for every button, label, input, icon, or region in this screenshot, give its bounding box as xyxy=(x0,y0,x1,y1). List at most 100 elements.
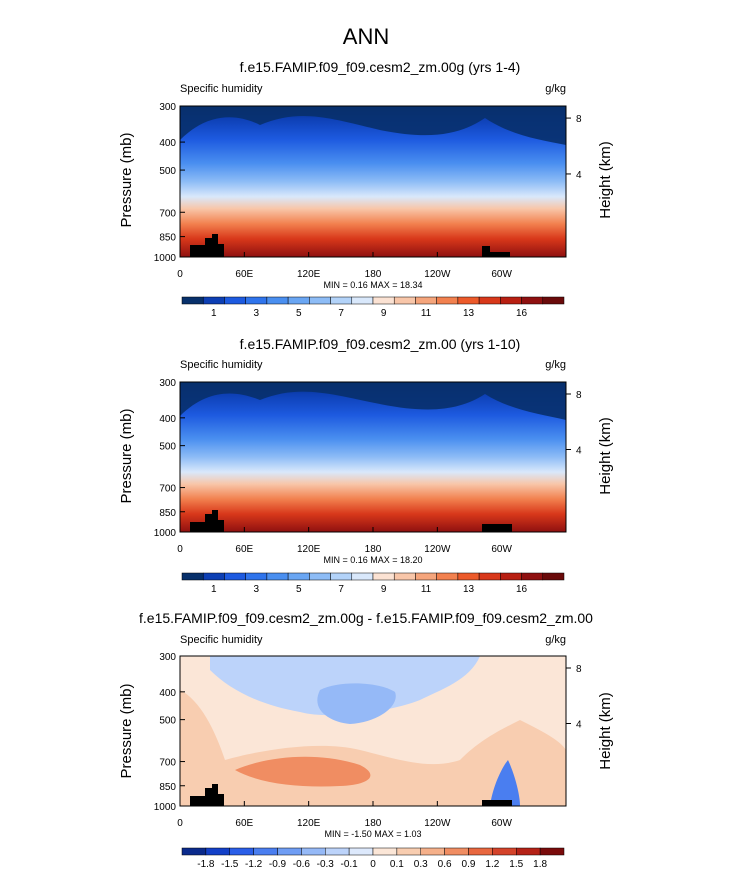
x-tick-label: 120E xyxy=(297,544,321,555)
colorbar-swatch xyxy=(309,572,331,581)
colorbar-swatch xyxy=(205,847,230,856)
field-contour-negative-core xyxy=(317,683,396,724)
colorbar-swatch xyxy=(245,572,268,581)
y-tick-label: 300 xyxy=(159,378,176,389)
plot-area xyxy=(179,381,567,533)
colorbar-label: 0.6 xyxy=(438,859,452,870)
y-tick-label: 400 xyxy=(159,688,176,699)
panel-title: f.e15.FAMIP.f09_f09.cesm2_zm.00g (yrs 1-… xyxy=(240,59,521,75)
colorbar-label: -0.6 xyxy=(293,859,311,870)
x-tick-label: 120W xyxy=(424,818,451,829)
y-right-tick-label: 8 xyxy=(576,390,582,401)
y-tick-label: 850 xyxy=(159,508,176,519)
units-label: g/kg xyxy=(545,359,566,371)
plot-area xyxy=(179,655,567,807)
y-ticks: 300 400 500 700 850 1000 xyxy=(154,378,185,539)
x-tick-label: 120W xyxy=(424,269,451,280)
colorbar-label: -0.3 xyxy=(317,859,335,870)
colorbar-label: 7 xyxy=(338,584,344,595)
units-label: g/kg xyxy=(545,634,566,646)
min-max: MIN = -1.50 MAX = 1.03 xyxy=(324,829,421,839)
colorbar-label: 13 xyxy=(463,584,475,595)
colorbar-label: 0.3 xyxy=(414,859,428,870)
colorbar-label: 11 xyxy=(421,584,432,595)
y-ticks-right: 84 xyxy=(566,664,582,731)
colorbar-label: 1.8 xyxy=(533,859,547,870)
colorbar-label: 16 xyxy=(516,308,528,319)
x-tick-label: 180 xyxy=(365,269,382,280)
field-contour xyxy=(180,382,566,420)
colorbar-label: 5 xyxy=(296,584,302,595)
colorbar-swatch xyxy=(500,572,522,581)
panel-2: f.e15.FAMIP.f09_f09.cesm2_zm.00 (yrs 1-1… xyxy=(118,336,614,595)
x-tick-label: 0 xyxy=(177,544,183,555)
y-right-tick-label: 8 xyxy=(576,664,582,675)
y-tick-label: 300 xyxy=(159,652,176,663)
field-contour-negative-lower xyxy=(490,760,520,806)
colorbar-swatch xyxy=(309,296,331,305)
colorbar-swatch xyxy=(492,847,517,856)
x-tick-label: 60W xyxy=(491,818,512,829)
colorbar-label: 7 xyxy=(338,308,344,319)
y-axis-right-label: Height (km) xyxy=(597,141,614,219)
colorbar-swatch xyxy=(372,572,395,581)
colorbar-swatch xyxy=(245,296,268,305)
y-ticks-right: 84 xyxy=(566,390,582,457)
colorbar-label: 1 xyxy=(211,308,217,319)
y-tick-label: 1000 xyxy=(154,802,177,813)
field-background xyxy=(180,106,566,257)
panel-title: f.e15.FAMIP.f09_f09.cesm2_zm.00 (yrs 1-1… xyxy=(240,336,521,352)
min-max: MIN = 0.16 MAX = 18.34 xyxy=(323,280,422,290)
variable-label: Specific humidity xyxy=(180,83,263,95)
colorbar-swatch xyxy=(266,572,289,581)
colorbar-label: 5 xyxy=(296,308,302,319)
y-axis-label: Pressure (mb) xyxy=(118,132,135,227)
colorbar-swatch xyxy=(478,572,501,581)
colorbar-swatch xyxy=(478,296,501,305)
x-ticks: 0 60E 120E 180 120W 60W xyxy=(177,801,513,829)
panel-title: f.e15.FAMIP.f09_f09.cesm2_zm.00g - f.e15… xyxy=(139,610,593,626)
y-right-tick-label: 4 xyxy=(576,720,582,731)
units-label: g/kg xyxy=(545,83,566,95)
y-axis-label: Pressure (mb) xyxy=(118,683,135,778)
colorbar-swatch xyxy=(457,572,480,581)
y-right-tick-label: 8 xyxy=(576,114,582,125)
colorbar-swatch xyxy=(224,572,246,581)
colorbar-swatch xyxy=(325,847,350,856)
colorbar-label: 9 xyxy=(381,584,387,595)
y-tick-label: 300 xyxy=(159,102,176,113)
panel-3: f.e15.FAMIP.f09_f09.cesm2_zm.00g - f.e15… xyxy=(118,610,614,870)
y-tick-label: 700 xyxy=(159,484,176,495)
x-tick-label: 180 xyxy=(365,544,382,555)
colorbar-swatch xyxy=(301,847,326,856)
colorbar-label: 11 xyxy=(421,308,432,319)
colorbar-label: 3 xyxy=(253,584,259,595)
colorbar-swatch xyxy=(348,847,374,856)
colorbar-swatch xyxy=(266,296,289,305)
colorbar-swatch xyxy=(393,572,416,581)
y-tick-label: 700 xyxy=(159,208,176,219)
x-tick-label: 120E xyxy=(297,269,321,280)
y-tick-label: 850 xyxy=(159,233,176,244)
colorbar: 1 3 5 7 9 11 13 16 xyxy=(181,296,565,319)
x-tick-label: 60E xyxy=(235,544,253,555)
colorbar-swatch xyxy=(253,847,278,856)
y-tick-label: 1000 xyxy=(154,528,177,539)
y-tick-label: 700 xyxy=(159,758,176,769)
colorbar-swatch xyxy=(393,296,416,305)
colorbar-swatch xyxy=(444,847,469,856)
topography xyxy=(190,510,512,532)
colorbar-swatch xyxy=(287,296,310,305)
x-tick-label: 0 xyxy=(177,818,183,829)
colorbar-swatch xyxy=(457,296,480,305)
colorbar-label: 13 xyxy=(463,308,475,319)
x-tick-label: 180 xyxy=(365,818,382,829)
colorbar: 1 3 5 7 9 11 13 16 xyxy=(181,572,565,595)
x-tick-label: 60E xyxy=(235,269,253,280)
colorbar-label: 0.1 xyxy=(390,859,404,870)
colorbar-swatch xyxy=(468,847,493,856)
field-contour xyxy=(180,106,566,145)
colorbar-swatch xyxy=(521,572,544,581)
colorbar-swatch xyxy=(351,572,374,581)
y-axis-label: Pressure (mb) xyxy=(118,408,135,503)
